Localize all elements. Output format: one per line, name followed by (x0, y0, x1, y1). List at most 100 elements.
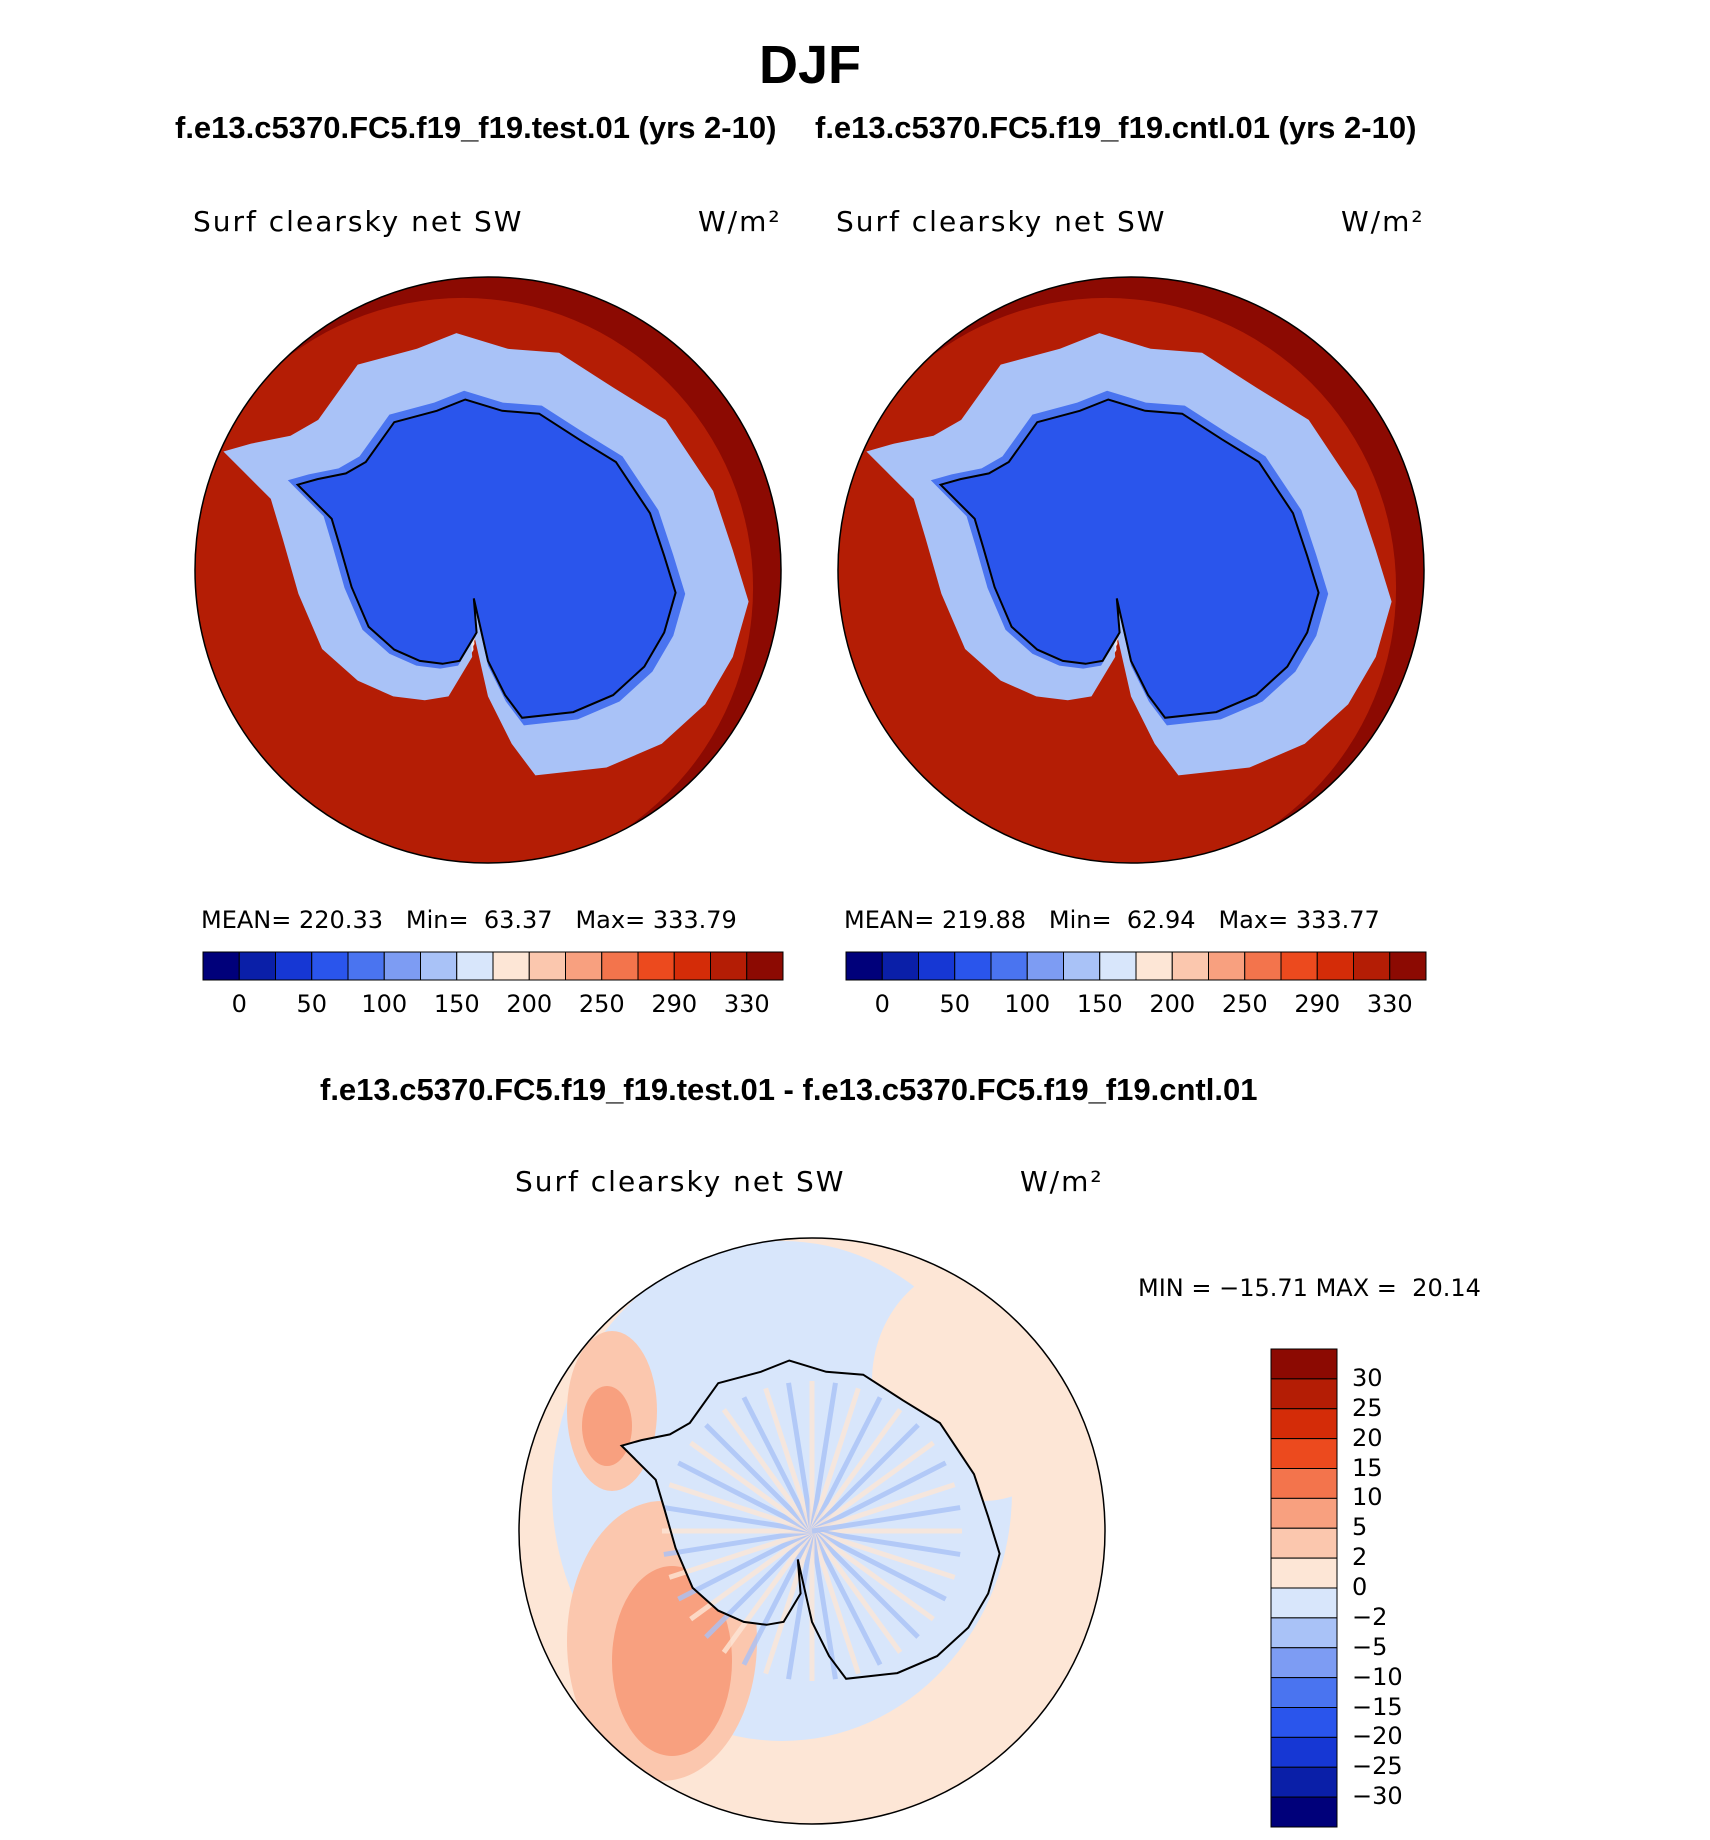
panel3-patch-w-2 (582, 1386, 632, 1466)
panel1-polar-map (194, 276, 782, 864)
panel2-min-value: 62.94 (1126, 906, 1196, 934)
panel3-colorbar-tick: −20 (1352, 1722, 1403, 1751)
panel1-colorbar-box (420, 951, 458, 981)
panel1-max-label: Max= (575, 906, 646, 934)
panel3-variable-label: Surf clearsky net SW (515, 1165, 846, 1198)
panel3-colorbar-tick: −5 (1352, 1632, 1388, 1661)
panel3-streak (811, 1482, 956, 1534)
panel2-colorbar-box (1208, 951, 1246, 981)
panel3-colorbar-box (1270, 1766, 1338, 1798)
panel1-map-border (194, 276, 782, 864)
panel1-colorbar-ticks: 0 50 100 150 200 250 290 330 (203, 990, 783, 1020)
panel3-max-value: 20.14 (1412, 1274, 1481, 1302)
panel3-streak (810, 1460, 947, 1534)
panel2-max-label: Max= (1218, 906, 1289, 934)
panel2-colorbar-box (1389, 951, 1427, 981)
panel3-streak (810, 1529, 920, 1639)
panel1-mean-label: MEAN= (201, 906, 292, 934)
panel3-streak (809, 1529, 903, 1654)
panel1-colorbar-tick: 0 (231, 990, 247, 1018)
panel3-streak (721, 1529, 815, 1654)
panel2-colorbar-tick: 250 (1221, 990, 1268, 1018)
panel1-colorbar-box (347, 951, 385, 981)
panel2-map-fill (838, 277, 1424, 863)
panel3-coastline (619, 1359, 1001, 1680)
panel2-colorbar (845, 951, 1427, 981)
panel3-streak (741, 1529, 815, 1666)
panel3-colorbar-tick: 2 (1352, 1543, 1368, 1572)
panel1-colorbar-box (528, 951, 566, 981)
panel3-streak (786, 1530, 815, 1680)
panel3-colorbar-box (1270, 1497, 1338, 1529)
panel1-colorbar-box (637, 951, 675, 981)
test-case-subtitle: f.e13.c5370.FC5.f19_f19.test.01 (yrs 2-1… (175, 110, 777, 145)
panel3-streak (809, 1396, 883, 1533)
panel2-colorbar-box (918, 951, 956, 981)
panel3-streak (810, 1440, 935, 1534)
panel3-colorbar-box (1270, 1468, 1338, 1499)
panel3-colorbar (1270, 1348, 1338, 1828)
panel3-min-value: −15.71 (1219, 1274, 1308, 1302)
panel2-map-border (837, 276, 1425, 864)
panel3-colorbar-box (1270, 1796, 1338, 1828)
panel1-max-value: 333.79 (652, 906, 737, 934)
panel1-stats: MEAN= 220.33 Min= 63.37 Max= 333.79 (201, 906, 737, 934)
panel2-colorbar-tick: 150 (1076, 990, 1123, 1018)
panel2-colorbar-box (1171, 951, 1209, 981)
panel3-colorbar-box (1270, 1557, 1338, 1589)
panel2-colorbar-box (954, 951, 992, 981)
panel2-colorbar-tick: 50 (939, 990, 971, 1018)
panel3-colorbar-tick: −15 (1352, 1692, 1403, 1721)
panel3-streak (811, 1528, 961, 1557)
panel3-map-fill (519, 1238, 1105, 1824)
panel3-polar-map (518, 1237, 1106, 1825)
panel1-colorbar-box (565, 951, 603, 981)
panel2-colorbar-box (1280, 951, 1318, 981)
panel2-colorbar-box (1099, 951, 1137, 981)
panel3-streak (809, 1382, 838, 1532)
panel2-colorbar-box (1244, 951, 1282, 981)
panel2-colorbar-box (1353, 951, 1391, 981)
panel3-map-border (518, 1237, 1106, 1825)
panel1-colorbar-tick: 250 (578, 990, 625, 1018)
panel3-colorbar-box (1270, 1677, 1338, 1708)
panel2-colorbar-tick: 330 (1366, 990, 1413, 1018)
panel2-units-label: W/m² (1341, 205, 1425, 238)
panel2-min-label: Min= (1048, 906, 1112, 934)
panel1-interior (297, 399, 676, 718)
panel3-streak (809, 1529, 883, 1666)
panel3-streak (704, 1529, 814, 1639)
panel1-coastline (295, 398, 677, 719)
panel3-colorbar-tick: 5 (1352, 1513, 1368, 1542)
panel2-colorbar-box (1026, 951, 1064, 981)
panel2-variable-label: Surf clearsky net SW (836, 205, 1167, 238)
panel3-streak (810, 1423, 920, 1533)
panel3-streak (763, 1530, 815, 1675)
panel2-max-value: 333.77 (1295, 906, 1380, 934)
panel1-colorbar-box (710, 951, 748, 981)
panel2-mean-label: MEAN= (844, 906, 935, 934)
panel1-colorbar-box (673, 951, 711, 981)
panel1-colorbar-tick: 290 (651, 990, 698, 1018)
panel3-streak (809, 1530, 861, 1675)
panel1-mean-value: 220.33 (299, 906, 383, 934)
panel2-mean-value: 219.88 (942, 906, 1026, 934)
panel2-colorbar-box (881, 951, 919, 981)
panel2-colorbar-tick: 100 (1004, 990, 1051, 1018)
panel2-colorbar-box (1063, 951, 1101, 981)
panel2-interior (940, 399, 1319, 718)
panel3-streak (809, 1408, 903, 1533)
panel3-streak (677, 1528, 814, 1602)
panel3-colorbar-tick: 25 (1352, 1393, 1383, 1422)
panel1-colorbar-box (383, 951, 421, 981)
panel3-streak (689, 1440, 814, 1534)
panel1-colorbar-box (202, 951, 240, 981)
panel2-colorbar-box (845, 951, 883, 981)
panel3-colorbar-tick: −2 (1352, 1602, 1388, 1631)
panel1-min-label: Min= (405, 906, 469, 934)
panel1-colorbar-box (311, 951, 349, 981)
figure-title: DJF (758, 35, 861, 95)
panel3-streak (811, 1528, 956, 1580)
cntl-case-subtitle: f.e13.c5370.FC5.f19_f19.cntl.01 (yrs 2-1… (815, 110, 1417, 145)
panel3-colorbar-box (1270, 1647, 1338, 1679)
